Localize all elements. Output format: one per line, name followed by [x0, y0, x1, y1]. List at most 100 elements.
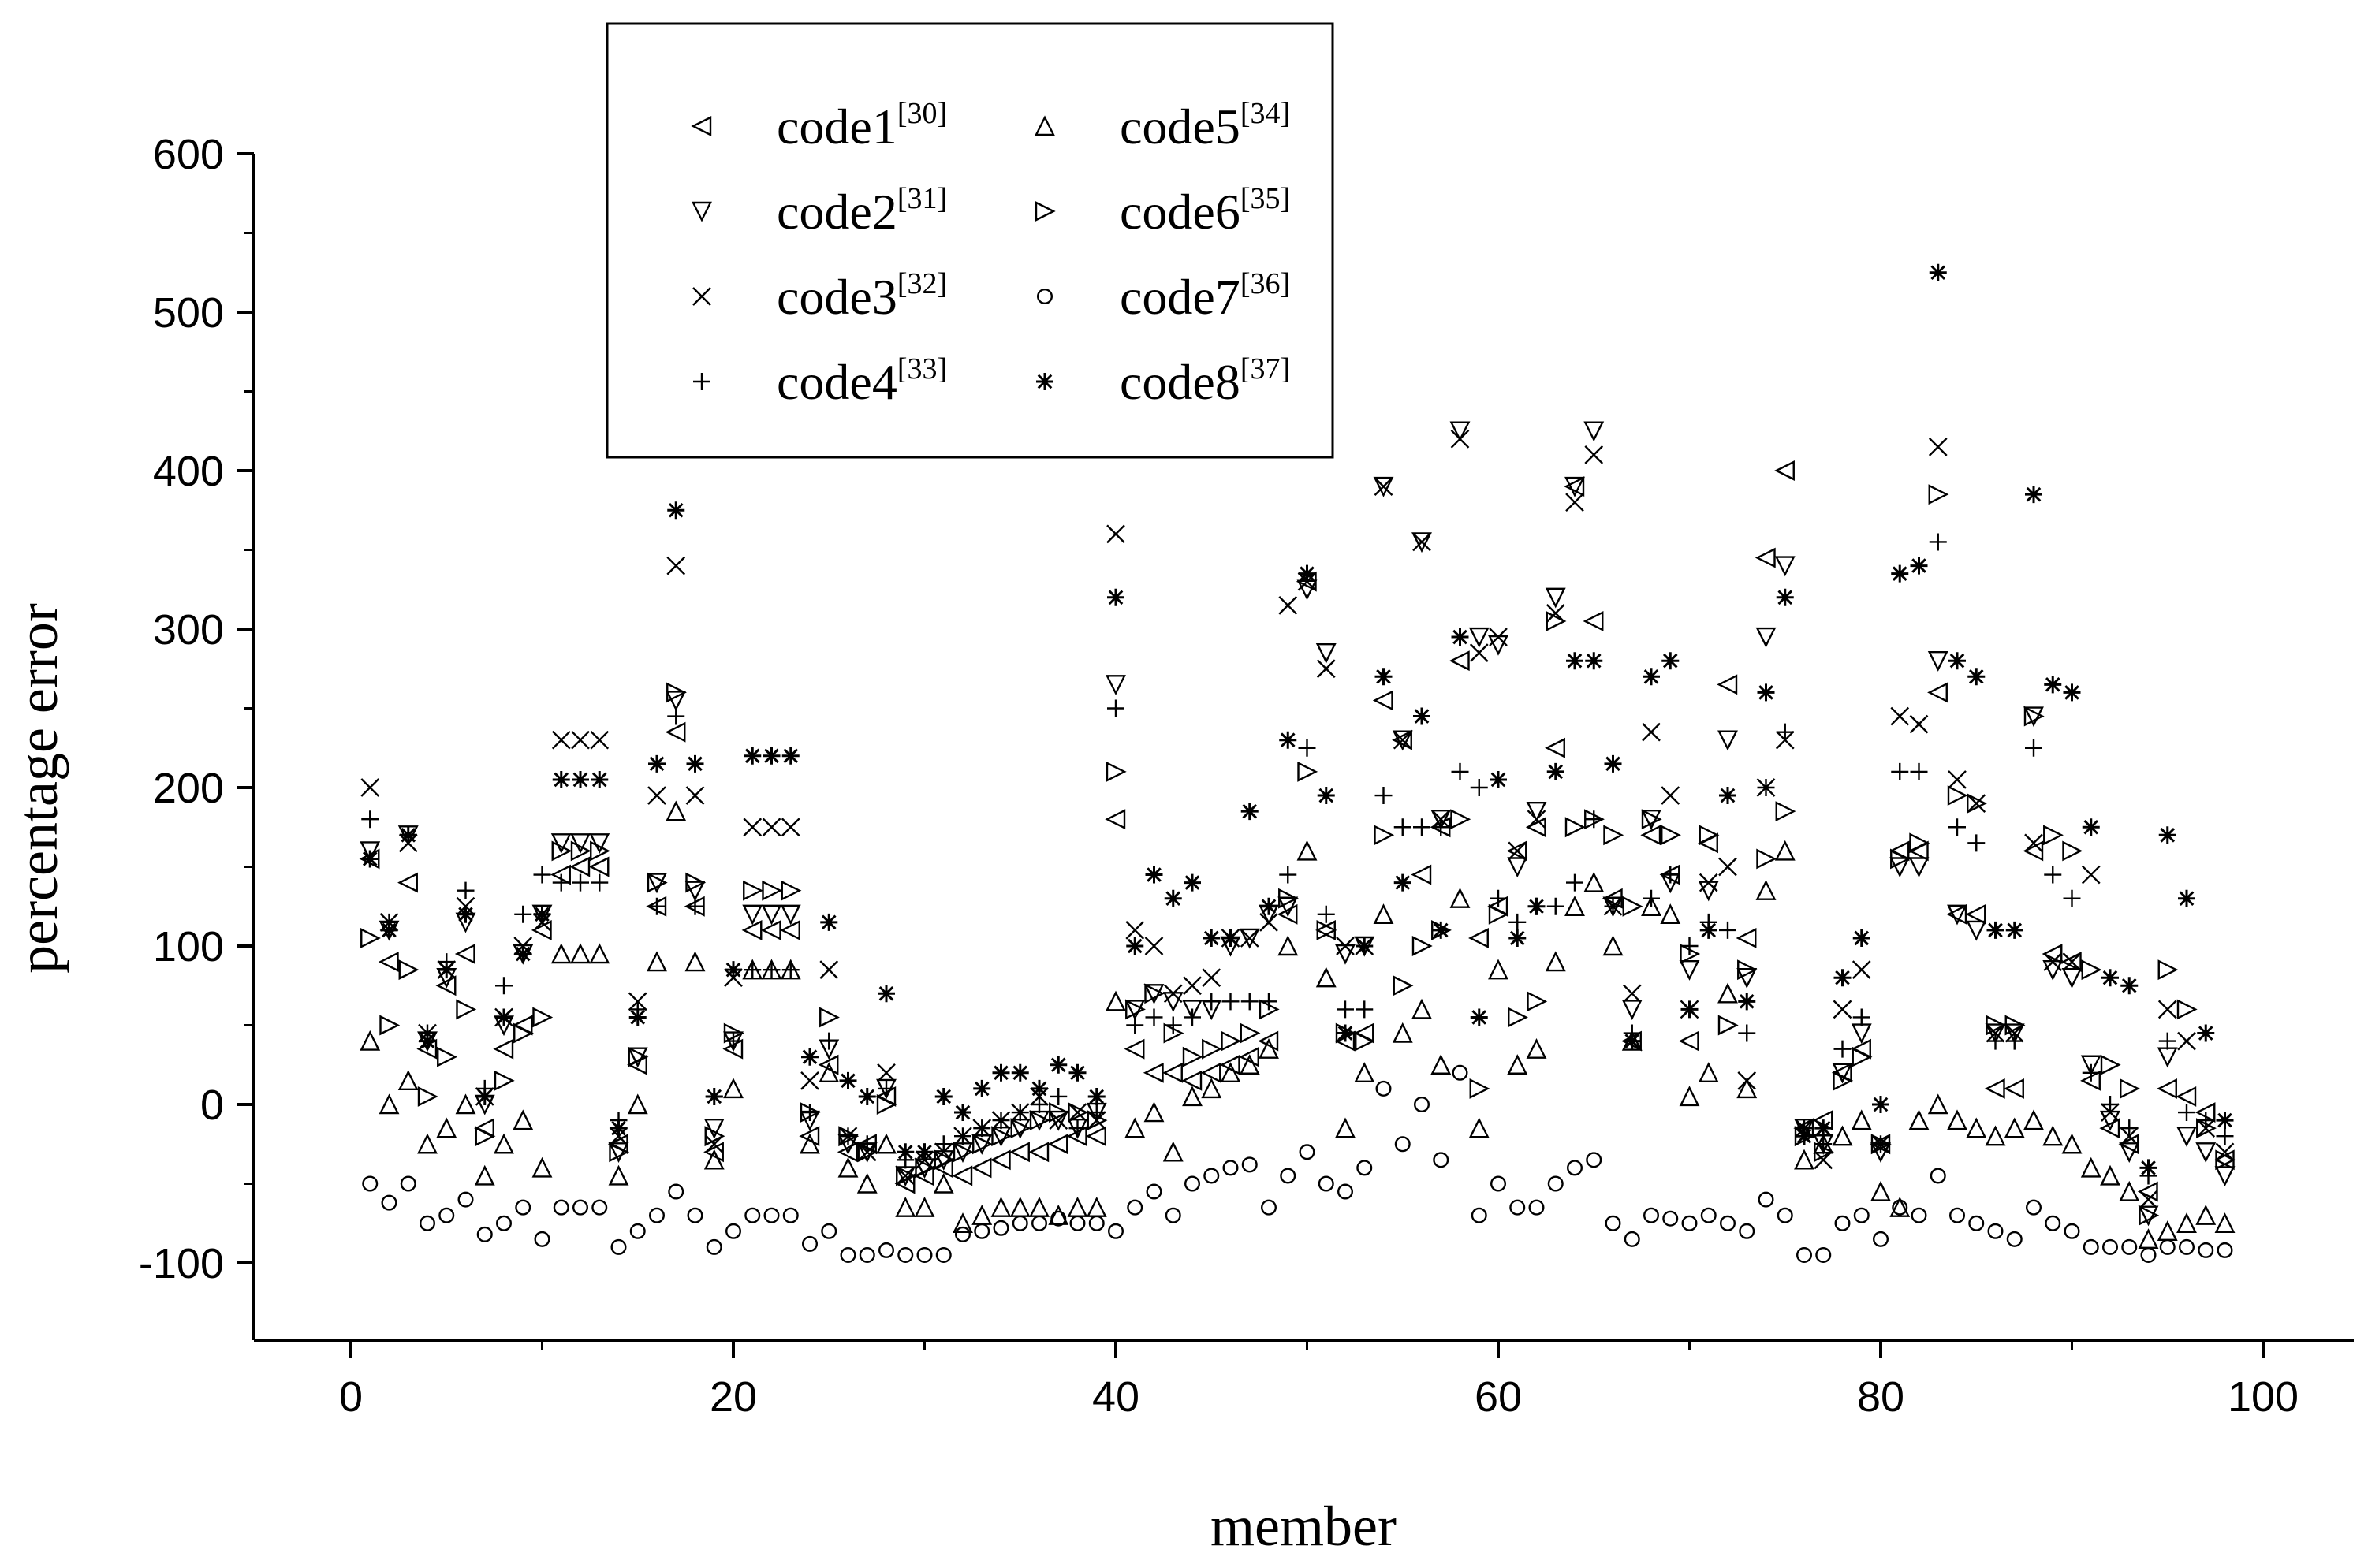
code5-point: [570, 943, 591, 964]
code5-point: [1259, 1037, 1279, 1059]
code8-point: [1891, 564, 1909, 583]
code8-point: [2216, 1112, 2234, 1130]
code3-point: [2157, 1000, 2177, 1019]
code7-point: [706, 1238, 722, 1255]
code2-point: [1124, 1000, 1146, 1021]
code4-point: [1337, 1000, 1354, 1019]
code5-point: [1009, 1196, 1031, 1217]
code5-point: [1201, 1078, 1222, 1099]
code7-point: [1605, 1215, 1621, 1231]
code3-point: [1928, 438, 1948, 456]
code6-point: [2023, 706, 2045, 727]
code8-point: [2082, 818, 2100, 836]
code4-point: [1661, 866, 1680, 884]
code5-point: [837, 1156, 859, 1178]
code6-point: [1584, 809, 1605, 830]
code3-point: [1661, 786, 1680, 805]
code5-point: [1106, 990, 1126, 1011]
code5-point: [2042, 1125, 2064, 1146]
code8-point: [878, 985, 895, 1003]
code6-point: [2215, 1149, 2236, 1171]
code8-point: [1699, 921, 1717, 939]
code2-point: [1315, 642, 1337, 664]
code5-point: [1296, 840, 1318, 861]
code5-point: [436, 1117, 457, 1138]
code7-point: [859, 1246, 875, 1263]
code8-point: [744, 747, 762, 765]
code3-point: [1240, 929, 1259, 948]
code4-point: [1145, 1008, 1163, 1026]
code7-point: [1050, 1210, 1067, 1227]
code8-point: [361, 850, 379, 868]
code5-point: [1985, 1125, 2006, 1146]
code6-point: [1756, 848, 1777, 870]
legend-ref-code3: [32]: [897, 267, 947, 300]
code7-point: [1413, 1096, 1430, 1112]
legend-marker-code1: [691, 116, 712, 136]
code7-point: [1127, 1199, 1143, 1216]
code5-point: [1430, 1054, 1452, 1075]
code8-point: [1470, 1008, 1488, 1026]
y-tick-label: 100: [153, 923, 224, 970]
code2-point: [1277, 896, 1299, 918]
code2-point: [570, 833, 591, 855]
code5-point: [417, 1133, 438, 1154]
code6-point: [379, 1015, 401, 1036]
data-points: [359, 263, 2236, 1263]
code6-point: [647, 872, 668, 893]
code2-point: [1009, 1118, 1031, 1139]
code5-point: [1774, 840, 1796, 861]
code6-point: [991, 1126, 1012, 1147]
code3-point: [743, 818, 763, 837]
code4-point: [744, 961, 762, 979]
code5-point: [876, 1133, 897, 1154]
legend-label-code6: code6[35]: [1120, 182, 1290, 240]
x-tick-label: 80: [1857, 1373, 1904, 1421]
code6-point: [1278, 888, 1299, 909]
code5-point: [379, 1093, 400, 1115]
code5-point: [2061, 1133, 2083, 1154]
code7-point: [2045, 1215, 2061, 1231]
code7-point: [1394, 1136, 1411, 1153]
code6-point: [1087, 1110, 1108, 1131]
code6-point: [666, 682, 687, 703]
code7-point: [362, 1175, 379, 1192]
code7-point: [1758, 1191, 1774, 1208]
code8-point: [572, 770, 589, 788]
code8-point: [1796, 1127, 1813, 1145]
code8-point: [2101, 969, 2119, 987]
code2-point: [1774, 556, 1796, 577]
code1-point: [780, 919, 800, 940]
code6-point: [2176, 999, 2198, 1020]
code3-point: [1412, 532, 1431, 552]
code5-point: [1392, 1022, 1413, 1043]
code5-point: [1813, 1133, 1834, 1154]
code5-point: [1851, 1109, 1872, 1130]
code5-point: [1564, 896, 1585, 916]
y-tick-label: -100: [139, 1240, 224, 1287]
code5-point: [953, 1212, 973, 1233]
code7-point: [1777, 1207, 1793, 1223]
code7-point: [1892, 1199, 1908, 1216]
code5-point: [1602, 935, 1624, 956]
code4-point: [2025, 739, 2042, 757]
code2-point: [1908, 857, 1930, 878]
legend-label-code4: code4[33]: [777, 352, 947, 410]
code8-point: [2120, 977, 2139, 995]
code6-point: [1163, 1022, 1184, 1044]
code7-point: [2198, 1242, 2214, 1258]
code5-point: [1966, 1117, 1987, 1138]
code3-point: [1144, 937, 1164, 955]
code7-point: [974, 1223, 990, 1239]
code3-point: [1163, 984, 1183, 1004]
code7-point: [687, 1207, 703, 1223]
code2-point: [1564, 476, 1585, 497]
code8-point: [801, 1048, 819, 1066]
code6-point: [1450, 809, 1471, 830]
code4-point: [495, 977, 513, 995]
code4-point: [1221, 993, 1240, 1011]
code5-point: [1468, 1117, 1490, 1138]
code4-series: [361, 533, 2234, 1185]
code4-point: [1738, 1024, 1756, 1042]
